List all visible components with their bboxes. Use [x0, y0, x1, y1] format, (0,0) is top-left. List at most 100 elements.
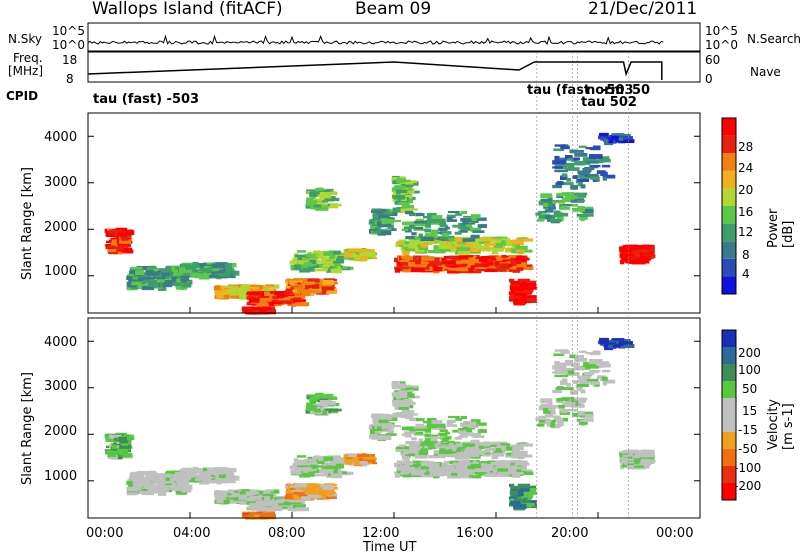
power-cell	[477, 224, 487, 229]
velocity-cell	[297, 467, 307, 470]
power-cell	[367, 254, 376, 258]
power-cell	[419, 261, 434, 267]
velocity-cell	[264, 496, 271, 502]
power-cell	[574, 150, 584, 153]
power-cell	[560, 205, 567, 209]
power-cell	[105, 240, 112, 243]
velocity-cell	[521, 467, 527, 471]
power-cell	[467, 260, 475, 265]
velocity-cbar-tick-neg50: -50	[738, 442, 758, 456]
velocity-cell	[392, 385, 398, 390]
power-cell	[410, 265, 425, 271]
freq-label-2: [MHz]	[8, 64, 44, 78]
velocity-cell	[354, 459, 360, 465]
power-cell	[284, 290, 294, 295]
cpid-annotation-3: norm	[586, 83, 625, 98]
power-cell	[262, 288, 274, 293]
power-cell	[175, 285, 188, 290]
power-cell	[162, 282, 170, 287]
velocity-cell	[567, 370, 575, 375]
power-cell	[632, 250, 640, 256]
power-cell	[403, 226, 416, 229]
velocity-cbar-tick-neg100: -100	[734, 461, 762, 475]
velocity-cell	[214, 478, 229, 482]
power-cell	[586, 160, 599, 164]
velocity-cell	[330, 473, 342, 479]
power-cell	[538, 200, 545, 206]
power-cell	[206, 262, 217, 265]
velocity-cell	[424, 427, 431, 433]
velocity-cell	[498, 463, 508, 468]
power-cell	[373, 217, 379, 221]
velocity-cell	[350, 457, 356, 462]
power-cell	[402, 268, 411, 273]
velocity-cell	[506, 452, 513, 456]
velocity-cell	[420, 441, 435, 447]
power-cell	[220, 285, 227, 291]
velocity-cell	[386, 433, 397, 436]
velocity-cell	[175, 490, 188, 495]
power-cell	[547, 206, 557, 210]
power-cell	[386, 228, 397, 231]
velocity-cell	[243, 490, 251, 496]
velocity-cell	[315, 487, 330, 493]
velocity-cell	[580, 389, 586, 394]
velocity-cell	[328, 455, 341, 461]
power-cell	[304, 285, 313, 289]
velocity-cell	[323, 462, 337, 466]
velocity-cell	[624, 462, 636, 468]
velocity-cell	[519, 443, 533, 447]
power-cell	[395, 242, 404, 245]
velocity-cell	[460, 464, 472, 469]
velocity-cell	[181, 488, 192, 493]
power-cell	[596, 170, 606, 175]
velocity-cell	[502, 462, 516, 465]
velocity-cell	[494, 473, 501, 477]
velocity-cell	[439, 429, 448, 433]
power-cell	[621, 253, 634, 257]
power-cell	[369, 219, 381, 222]
velocity-cell	[554, 362, 567, 367]
velocity-cell	[292, 494, 297, 498]
power-cell	[231, 287, 245, 292]
power-cell	[370, 224, 375, 230]
velocity-cell	[385, 413, 391, 418]
velocity-cell	[429, 467, 442, 471]
velocity-cell	[305, 459, 317, 462]
velocity-cell	[639, 462, 651, 466]
power-cell	[561, 173, 568, 178]
power-cell	[105, 232, 119, 237]
power-cell	[501, 254, 507, 259]
velocity-cell	[372, 418, 379, 423]
power-cell	[447, 244, 453, 249]
power-cell	[569, 149, 577, 154]
velocity-cell	[295, 507, 310, 512]
power-cell	[578, 182, 583, 187]
power-cell	[509, 285, 519, 291]
power-cell	[314, 264, 327, 269]
velocity-cell	[579, 379, 592, 384]
power-cell	[218, 266, 233, 271]
velocity-cell	[435, 444, 444, 447]
power-cell	[571, 203, 578, 207]
power-cell	[192, 272, 198, 278]
velocity-cell	[555, 424, 562, 428]
velocity-cell	[589, 352, 595, 356]
velocity-cell	[520, 454, 533, 458]
power-cell	[508, 278, 515, 283]
velocity-cell	[180, 480, 189, 484]
velocity-cell	[402, 455, 410, 460]
power-cell	[342, 266, 347, 269]
velocity-cell	[172, 478, 178, 481]
power-cell	[554, 157, 567, 162]
velocity-cell	[470, 439, 480, 444]
power-cell	[199, 267, 204, 272]
velocity-cell	[621, 458, 634, 462]
power-cell	[427, 249, 441, 254]
velocity-cell	[455, 465, 463, 470]
power-cell	[470, 214, 481, 219]
power-cell	[414, 255, 428, 258]
power-cell	[248, 291, 261, 296]
power-cell	[551, 218, 560, 221]
power-cell	[167, 272, 176, 278]
